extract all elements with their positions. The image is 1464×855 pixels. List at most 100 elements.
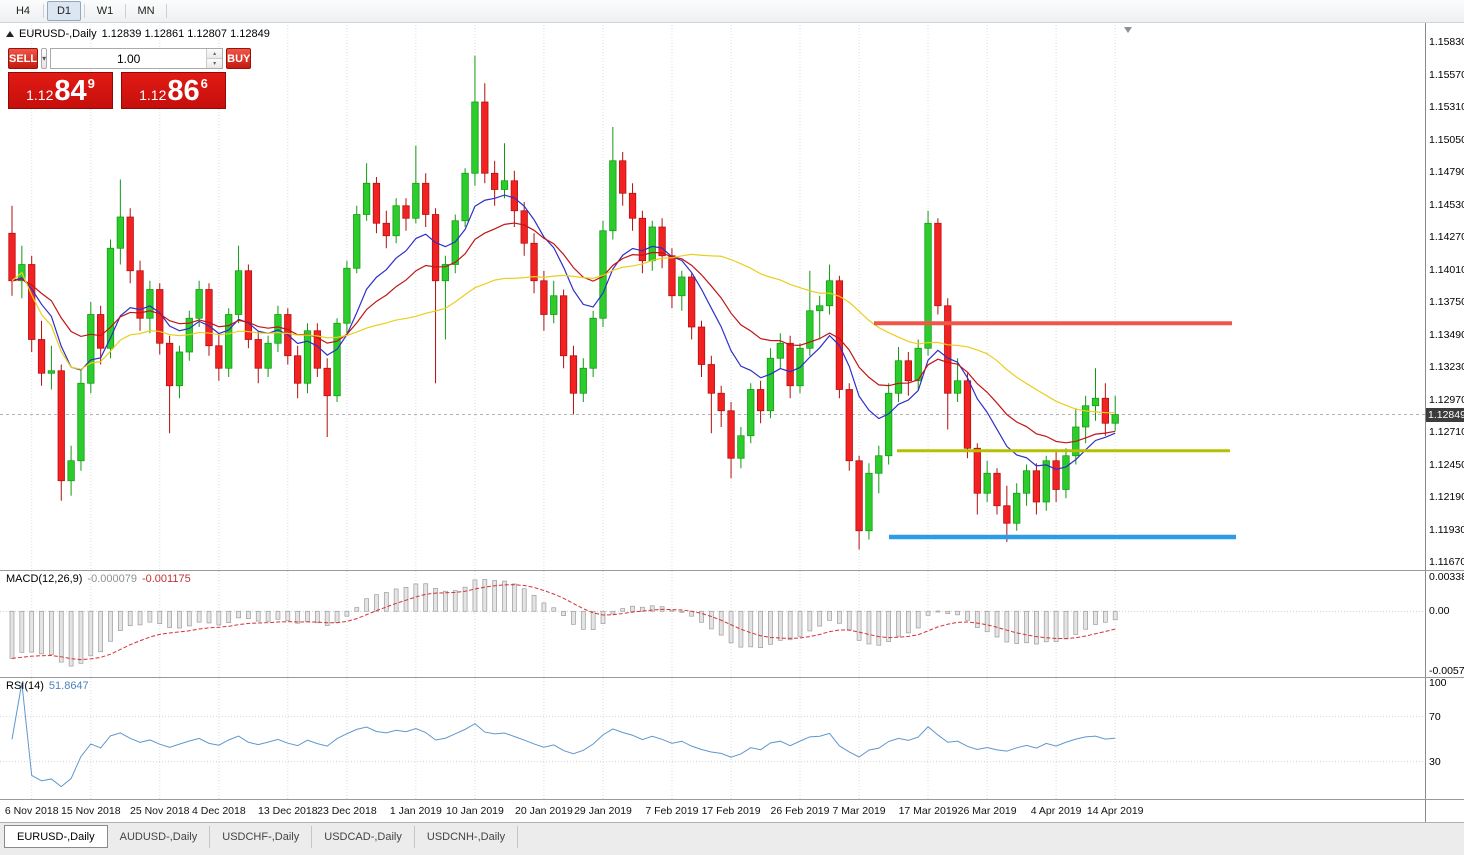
price-axis-label: 1.12710: [1429, 426, 1464, 438]
ma-fast-blue: [11, 194, 1116, 471]
macd-axis-label: -0.00576: [1429, 665, 1464, 677]
volume-input[interactable]: [51, 49, 207, 68]
price-chart[interactable]: [0, 22, 1425, 570]
date-label: 17 Mar 2019: [898, 805, 958, 817]
chart-tab-eurusd[interactable]: EURUSD-,Daily: [4, 825, 108, 848]
date-label: 25 Nov 2018: [129, 805, 190, 817]
chevron-down-icon: ▾: [42, 54, 47, 63]
price-axis-label: 1.11670: [1429, 556, 1464, 568]
date-label: 17 Feb 2019: [701, 805, 761, 817]
chart-tab-usdchf[interactable]: USDCHF-,Daily: [210, 826, 313, 848]
candlesticks: [8, 55, 1119, 550]
date-label: 4 Dec 2018: [191, 805, 246, 817]
date-label: 4 Apr 2019: [1030, 805, 1082, 817]
rsi-name: RSI(14): [6, 680, 44, 692]
timeframe-button-d1[interactable]: D1: [47, 1, 81, 21]
date-label: 15 Nov 2018: [61, 805, 121, 817]
volume-spinner: ▴ ▾: [206, 49, 223, 68]
current-price-badge: 1.12849: [1426, 407, 1464, 422]
price-axis-label: 1.12190: [1429, 491, 1464, 503]
rsi-value: 51.8647: [48, 680, 89, 692]
timeframe-button-w1[interactable]: W1: [96, 5, 114, 17]
price-axis-label: 1.14530: [1429, 198, 1464, 211]
volume-dropdown-button[interactable]: ▾: [41, 48, 48, 69]
date-label: 20 Jan 2019: [514, 805, 573, 817]
rsi-axis-label: 30: [1429, 755, 1441, 768]
price-axis-label: 1.13490: [1429, 328, 1464, 341]
price-axis-label: 1.12970: [1429, 393, 1464, 406]
date-label: 29 Jan 2019: [574, 805, 632, 817]
macd-value-main: -0.000079: [87, 573, 137, 585]
price-axis-label: 1.15310: [1429, 101, 1464, 113]
chart-tab-bar: EURUSD-,Daily AUDUSD-,Daily USDCHF-,Daily U…: [0, 823, 1464, 848]
price-axis-label: 1.13750: [1429, 296, 1464, 308]
sell-button[interactable]: SELL: [8, 48, 39, 69]
rsi-line: [11, 682, 1116, 788]
price-axis-label: 1.15830: [1429, 36, 1464, 48]
date-label: 23 Dec 2018: [317, 805, 377, 817]
macd-axis-label: 0.00: [1429, 605, 1450, 618]
price-axis-label: 1.15050: [1429, 133, 1464, 146]
macd-value-signal: -0.001175: [141, 573, 191, 585]
buy-price-display[interactable]: 1.12 86 6: [121, 72, 226, 109]
chart-symbol-label: EURUSD-,Daily: [19, 28, 97, 40]
buy-button[interactable]: BUY: [226, 48, 252, 69]
macd-axis-label: 0.003387: [1429, 571, 1464, 583]
rsi-axis-label: 100: [1429, 677, 1447, 689]
ma-slow-yellow: [11, 253, 1116, 414]
symbol-marker-icon: [6, 31, 14, 37]
buy-price-prefix: 1.12: [139, 87, 167, 103]
macd-signal-line: [11, 584, 1116, 661]
price-axis-label: 1.14270: [1429, 231, 1464, 243]
chart-tab-usdcad[interactable]: USDCAD-,Daily: [312, 826, 415, 848]
price-axis-label: 1.15570: [1429, 68, 1464, 81]
volume-increment-button[interactable]: ▴: [207, 49, 223, 59]
price-axis[interactable]: 1.15830 1.15570 1.15310 1.15050 1.14790 1.145…: [1425, 22, 1464, 823]
time-axis[interactable]: 6 Nov 2018 15 Nov 2018 25 Nov 2018 4 Dec 20…: [0, 800, 1425, 823]
price-axis-label: 1.14010: [1429, 263, 1464, 276]
sell-price-big-digits: 84: [54, 75, 87, 108]
chart-area[interactable]: EURUSD-,Daily 1.12839 1.12861 1.12807 1.…: [0, 22, 1425, 823]
date-label: 7 Mar 2019: [832, 805, 886, 817]
main-macd-divider[interactable]: [0, 570, 1464, 571]
timeframe-toolbar: H4 D1 W1 MN: [0, 0, 1464, 23]
rsi-timeaxis-divider: [0, 799, 1464, 800]
date-label: 26 Mar 2019: [957, 805, 1017, 817]
chart-tab-audusd[interactable]: AUDUSD-,Daily: [108, 826, 211, 848]
date-label: 6 Nov 2018: [4, 805, 59, 817]
rsi-axis-label: 70: [1429, 710, 1441, 723]
volume-field: ▴ ▾: [50, 48, 224, 69]
buy-price-big-digits: 86: [167, 75, 200, 108]
toolbar-separator: [125, 4, 126, 18]
sell-price-pip-digit: 9: [87, 76, 95, 91]
macd-indicator-label: MACD(12,26,9) -0.000079 -0.001175: [6, 573, 191, 585]
chart-header: EURUSD-,Daily 1.12839 1.12861 1.12807 1.…: [6, 28, 270, 40]
date-label: 26 Feb 2019: [770, 805, 830, 817]
date-label: 14 Apr 2019: [1086, 805, 1144, 817]
date-label: 7 Feb 2019: [645, 805, 699, 817]
rsi-level-lines: [0, 716, 1425, 763]
timeframe-button-h4[interactable]: H4: [15, 5, 31, 17]
chart-tab-usdcnh[interactable]: USDCNH-,Daily: [415, 826, 519, 848]
chart-ohlc-values: 1.12839 1.12861 1.12807 1.12849: [101, 28, 270, 40]
price-axis-label: 1.12450: [1429, 458, 1464, 471]
chart-tab-strip: EURUSD-,Daily AUDUSD-,Daily USDCHF-,Daily U…: [0, 822, 1464, 855]
date-label: 1 Jan 2019: [389, 805, 442, 817]
toolbar-separator: [84, 4, 85, 18]
timeframe-button-mn[interactable]: MN: [137, 5, 155, 17]
macd-rsi-divider[interactable]: [0, 677, 1464, 678]
sell-price-display[interactable]: 1.12 84 9: [8, 72, 113, 109]
buy-price-pip-digit: 6: [200, 76, 208, 91]
chart-shift-marker-icon[interactable]: [1124, 27, 1132, 33]
date-label: 10 Jan 2019: [446, 805, 504, 817]
toolbar-separator: [43, 4, 44, 18]
rsi-panel[interactable]: [0, 678, 1425, 799]
toolbar-separator: [166, 4, 167, 18]
sell-price-prefix: 1.12: [26, 87, 54, 103]
rsi-indicator-label: RSI(14) 51.8647: [6, 680, 89, 692]
rsi-gridlines: [31, 678, 1116, 799]
volume-decrement-button[interactable]: ▾: [207, 59, 223, 68]
price-axis-label: 1.11930: [1429, 523, 1464, 536]
macd-panel[interactable]: [0, 571, 1425, 677]
